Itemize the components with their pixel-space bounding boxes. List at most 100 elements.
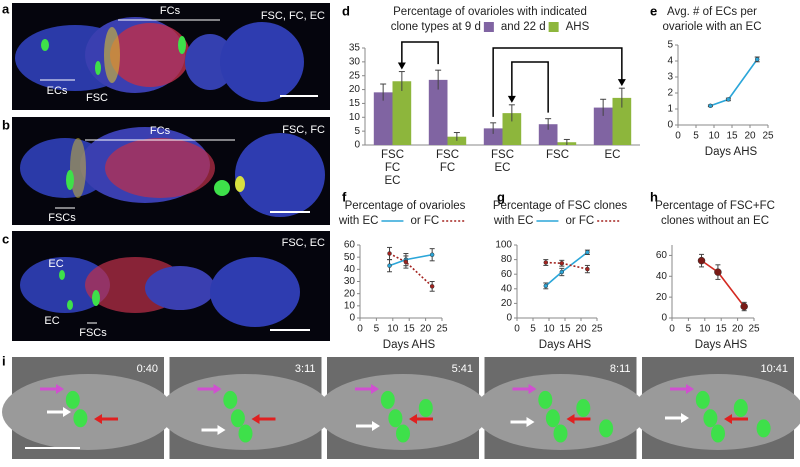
time-label: 3:11 [295,363,316,375]
image-label: FSCs [79,327,107,339]
point [754,57,760,62]
cell [576,399,591,417]
line [545,251,588,287]
y-tick-label: 35 [349,43,361,54]
chart-title: ovariole with an EC [662,21,761,33]
y-tick-label: 20 [656,292,668,303]
bar [392,81,412,145]
legend-label: with EC [338,215,379,227]
panel-letter: c [2,231,9,246]
point [543,260,549,265]
cell [711,424,725,443]
x-tick-label: 10 [699,324,711,335]
bracket [511,61,549,113]
x-tick-label: FSC [546,149,569,161]
point [429,252,435,257]
y-tick-label: 1 [667,104,673,115]
y-tick-label: 20 [501,298,513,309]
x-tick-label: FSC [381,149,404,161]
y-tick-label: 40 [656,271,668,282]
panel-letter: h [650,189,658,204]
y-tick-label: 5 [667,40,673,51]
egg-chamber [317,374,489,450]
point [708,103,713,109]
y-tick-label: 80 [501,254,513,265]
bar [483,128,503,145]
y-tick-label: 2 [667,88,673,99]
cell [238,424,253,443]
panel-letter: f [342,189,347,204]
x-tick-label: FC [440,162,455,174]
time-label: 10:41 [760,363,788,375]
x-axis-label: Days AHS [705,146,758,158]
line [389,253,433,267]
legend-label: clone types at 9 d [391,21,481,33]
x-tick-label: 20 [744,131,756,142]
y-tick-label: 10 [349,112,361,123]
arrow-head [617,79,626,87]
y-tick-label: 0 [354,140,360,151]
legend-label: with EC [493,215,534,227]
x-tick-label: 10 [543,324,555,335]
point [387,263,392,268]
cell [756,419,771,438]
cell [73,409,88,428]
image-label: FCs [160,5,181,17]
arrow-head [507,95,516,103]
image-label: FSC [86,92,108,104]
x-axis-label: Days AHS [695,339,748,351]
cell [553,424,568,443]
bar [612,97,632,145]
time-label: 0:40 [137,363,158,375]
arrow-head [371,384,379,394]
x-tick-label: 15 [404,324,416,335]
y-tick-label: 0 [349,313,355,324]
y-tick-label: 60 [501,269,513,280]
panel-letter: g [497,189,505,204]
x-tick-label: 5 [374,324,380,335]
legend-label: AHS [566,21,590,33]
panel-letter: i [2,353,6,368]
cell [733,399,748,417]
image-b: FCs FSC, FC FSCs [12,117,330,225]
panel-letter: d [342,3,350,18]
y-tick-label: 60 [344,240,356,251]
cell [418,399,433,417]
x-tick-label: EC [495,162,511,174]
bar [447,136,467,145]
bar [593,107,613,145]
x-axis-label: Days AHS [383,339,436,351]
point [429,284,435,289]
cell [599,419,614,438]
cell [65,390,80,409]
arrow-head [681,413,689,423]
bracket [401,41,439,68]
image-label: FSC, EC [282,237,325,249]
cell [380,390,395,409]
cell [703,409,718,428]
arrow-head [526,417,535,427]
bracket [492,47,623,117]
image-label: FCs [150,125,171,137]
x-tick-label: FSC [436,149,459,161]
bar [428,79,448,145]
y-tick-label: 0 [506,313,512,324]
y-tick-label: 40 [501,283,513,294]
x-tick-label: EC [385,175,401,187]
arrow-head [213,384,222,394]
image-label: FSC, FC [282,124,325,136]
chart-title: Percentage of FSC+FC [655,200,775,212]
x-axis-label: Days AHS [539,339,592,351]
x-tick-label: 25 [591,324,603,335]
y-tick-label: 40 [344,264,356,275]
y-tick-label: 30 [344,276,356,287]
image-c: FSC, EC EC EC FSCs [12,231,330,341]
x-tick-label: 0 [669,324,675,335]
point [740,302,748,311]
arrow-head [397,62,406,70]
arrow-head [686,384,694,394]
x-tick-label: 25 [748,324,760,335]
x-tick-label: 10 [708,131,720,142]
x-tick-label: 5 [693,131,699,142]
